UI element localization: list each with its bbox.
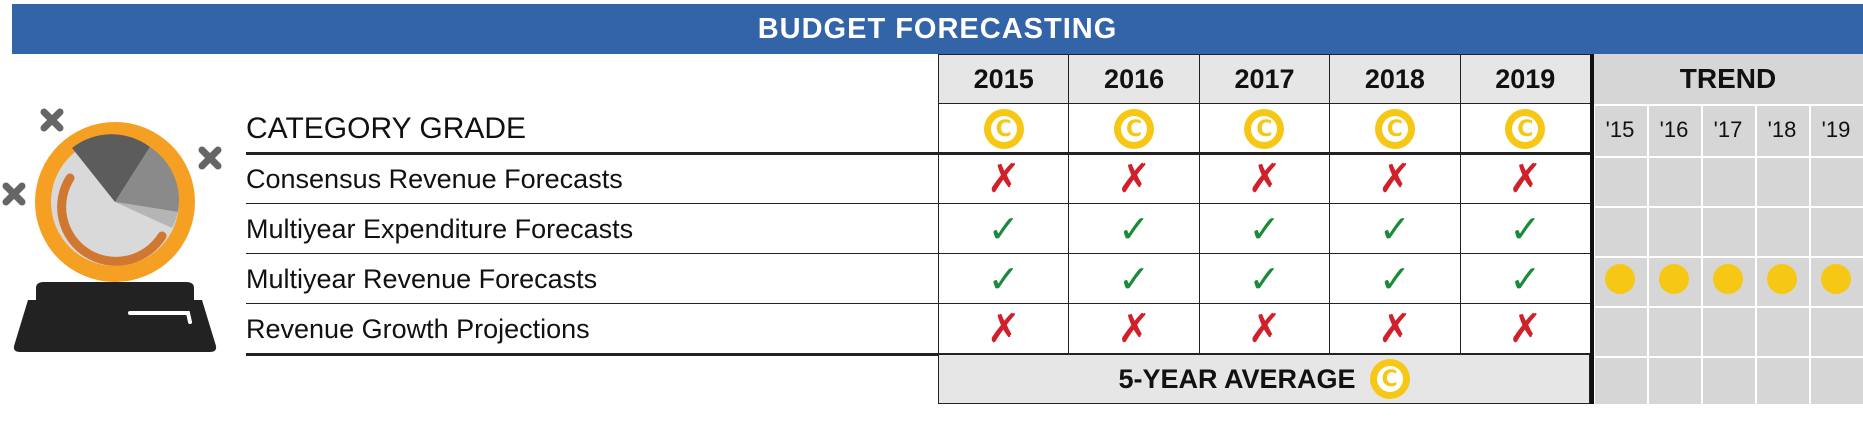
- check-icon: ✓: [1248, 207, 1281, 251]
- mark-cell: ✗: [1198, 154, 1331, 204]
- check-icon: ✓: [1118, 207, 1150, 251]
- mark-cell: ✓: [1329, 204, 1461, 254]
- x-icon: ✗: [1378, 306, 1412, 352]
- row-label: Revenue Growth Projections: [246, 313, 590, 344]
- mark-cell: ✓: [938, 254, 1070, 304]
- trend-title: TREND: [1679, 63, 1777, 94]
- trend-year-label: '16: [1659, 117, 1689, 142]
- row-label: Multiyear Revenue Forecasts: [246, 263, 598, 294]
- row-label: Consensus Revenue Forecasts: [246, 163, 623, 194]
- trend-dot: [1659, 264, 1689, 294]
- mark-cell: ✓: [1459, 254, 1591, 304]
- year-header: 2015: [938, 54, 1070, 104]
- row-divider: [246, 253, 1590, 254]
- x-icon: ✗: [1378, 156, 1412, 202]
- mark-cell: ✓: [1329, 254, 1461, 304]
- row-label: Multiyear Expenditure Forecasts: [246, 213, 634, 244]
- mark-cell: ✓: [1068, 204, 1200, 254]
- x-icon: ✗: [1117, 156, 1151, 202]
- check-icon: ✓: [1509, 207, 1542, 251]
- x-icon: ✗: [1247, 156, 1282, 202]
- row-divider: [246, 353, 1590, 356]
- row-divider: [246, 303, 1590, 304]
- trend-row-line: [1593, 256, 1863, 258]
- x-icon: ✗: [1247, 306, 1282, 352]
- trend-column: [1755, 104, 1809, 404]
- trend-row-line: [1593, 104, 1863, 106]
- check-icon: ✓: [1248, 257, 1281, 301]
- trend-year-label: '17: [1713, 117, 1743, 142]
- trend-year-label: '19: [1821, 117, 1851, 142]
- check-icon: ✓: [1378, 257, 1411, 301]
- x-icon: ✗: [986, 156, 1021, 202]
- grade-cell: C: [1329, 104, 1461, 154]
- row-divider: [246, 152, 1590, 155]
- grade-c-icon: C: [1374, 109, 1415, 149]
- trend-year-label: '15: [1605, 117, 1635, 142]
- x-icon: ✗: [986, 306, 1021, 352]
- mark-cell: ✗: [1068, 304, 1200, 354]
- trend-row-line: [1593, 306, 1863, 308]
- trend-row-line: [1593, 206, 1863, 208]
- trend-dot: [1821, 264, 1851, 294]
- year-header: 2017: [1198, 54, 1331, 104]
- grade-cell: C: [1068, 104, 1200, 154]
- section-title-banner: BUDGET FORECASTING: [12, 4, 1863, 54]
- trend-row-line: [1593, 356, 1863, 358]
- check-icon: ✓: [987, 257, 1020, 301]
- trend-year-label: '18: [1767, 117, 1797, 142]
- mark-cell: ✗: [1198, 304, 1331, 354]
- five-year-average-label: 5-YEAR AVERAGE: [1118, 363, 1356, 394]
- trend-divider: [1590, 54, 1594, 404]
- trend-dot: [1713, 264, 1743, 294]
- check-icon: ✓: [1378, 207, 1411, 251]
- five-year-average: 5-YEAR AVERAGE C: [938, 354, 1590, 404]
- category-grade-label: CATEGORY GRADE: [246, 112, 527, 145]
- mark-cell: ✗: [1329, 304, 1461, 354]
- trend-dot: [1767, 264, 1797, 294]
- trend-row-line: [1593, 156, 1863, 158]
- mark-cell: ✓: [1198, 254, 1331, 304]
- crystal-ball-icon: [2, 108, 222, 352]
- mark-cell: ✗: [1459, 304, 1591, 354]
- mark-cell: ✗: [1068, 154, 1200, 204]
- section-title: BUDGET FORECASTING: [757, 12, 1118, 45]
- grade-c-icon: C: [983, 109, 1024, 149]
- grade-cell: C: [1459, 104, 1591, 154]
- grade-cell: C: [938, 104, 1070, 154]
- trend-dot: [1605, 264, 1635, 294]
- x-icon: ✗: [1508, 156, 1543, 202]
- trend-panel: [1593, 54, 1863, 404]
- trend-column: [1701, 104, 1755, 404]
- mark-cell: ✗: [938, 154, 1070, 204]
- mark-cell: ✓: [1198, 204, 1331, 254]
- mark-cell: ✓: [1068, 254, 1200, 304]
- grade-c-icon: C: [1114, 109, 1155, 149]
- grade-c-icon: C: [1369, 359, 1410, 399]
- check-icon: ✓: [1118, 257, 1150, 301]
- trend-column: [1647, 104, 1701, 404]
- year-header: 2019: [1459, 54, 1591, 104]
- trend-column: [1593, 104, 1647, 404]
- grade-c-icon: C: [1244, 109, 1285, 149]
- x-icon: ✗: [1117, 306, 1151, 352]
- grade-cell: C: [1198, 104, 1331, 154]
- mark-cell: ✓: [1459, 204, 1591, 254]
- row-divider: [246, 203, 1590, 204]
- mark-cell: ✗: [1459, 154, 1591, 204]
- trend-column: [1809, 104, 1863, 404]
- year-header: 2018: [1329, 54, 1461, 104]
- year-header: 2016: [1068, 54, 1200, 104]
- mark-cell: ✗: [938, 304, 1070, 354]
- mark-cell: ✗: [1329, 154, 1461, 204]
- mark-cell: ✓: [938, 204, 1070, 254]
- grade-c-icon: C: [1505, 109, 1546, 149]
- x-icon: ✗: [1508, 306, 1543, 352]
- check-icon: ✓: [1509, 257, 1542, 301]
- check-icon: ✓: [987, 207, 1020, 251]
